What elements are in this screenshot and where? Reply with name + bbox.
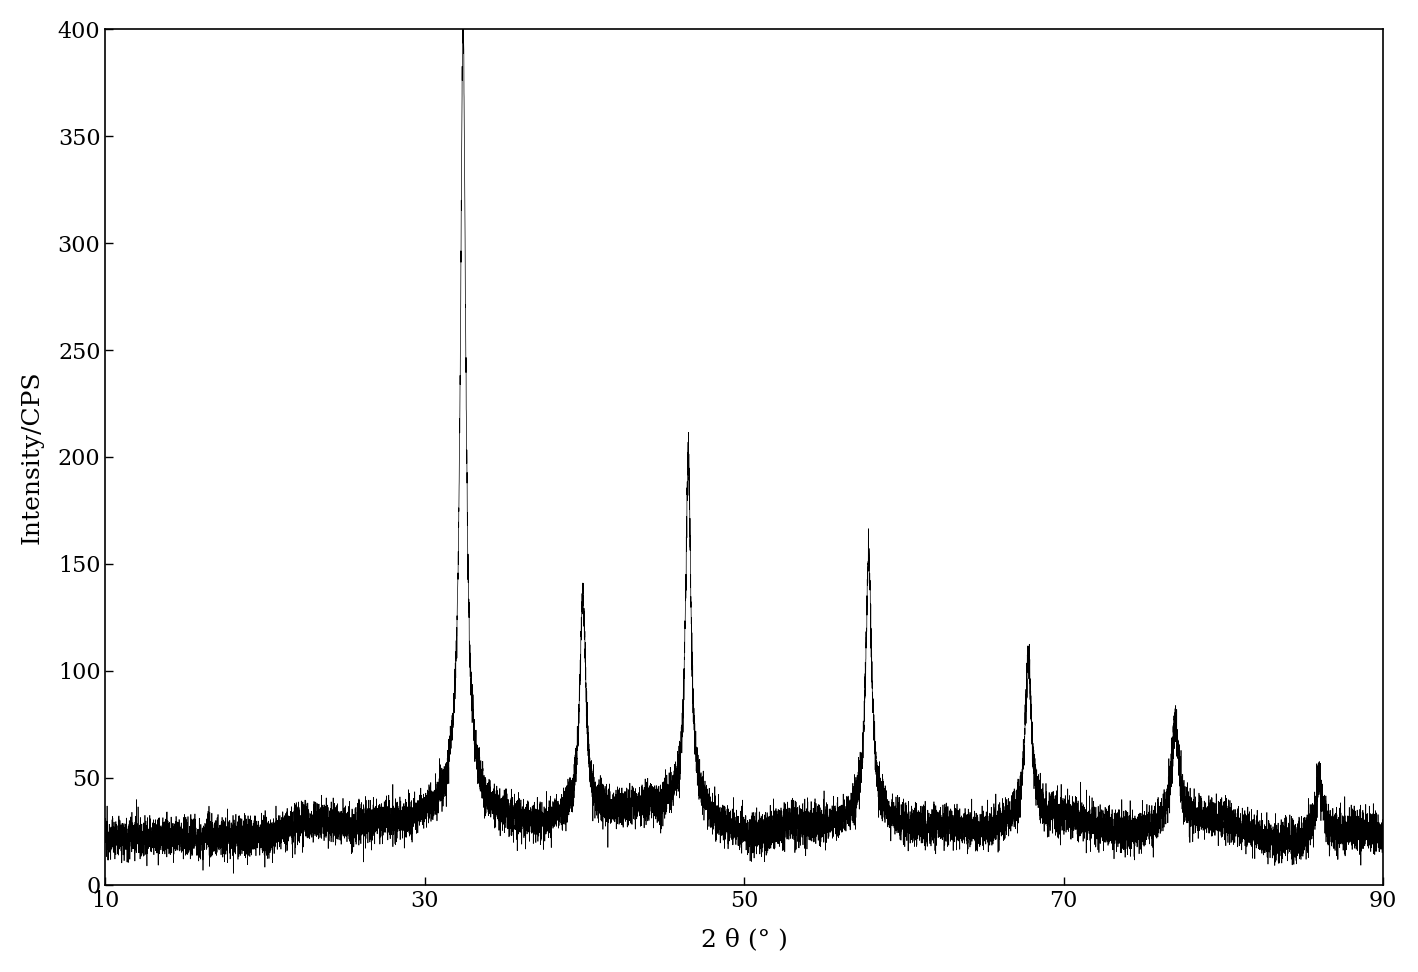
- Y-axis label: Intensity/CPS: Intensity/CPS: [21, 370, 44, 543]
- X-axis label: 2 θ (° ): 2 θ (° ): [700, 928, 787, 952]
